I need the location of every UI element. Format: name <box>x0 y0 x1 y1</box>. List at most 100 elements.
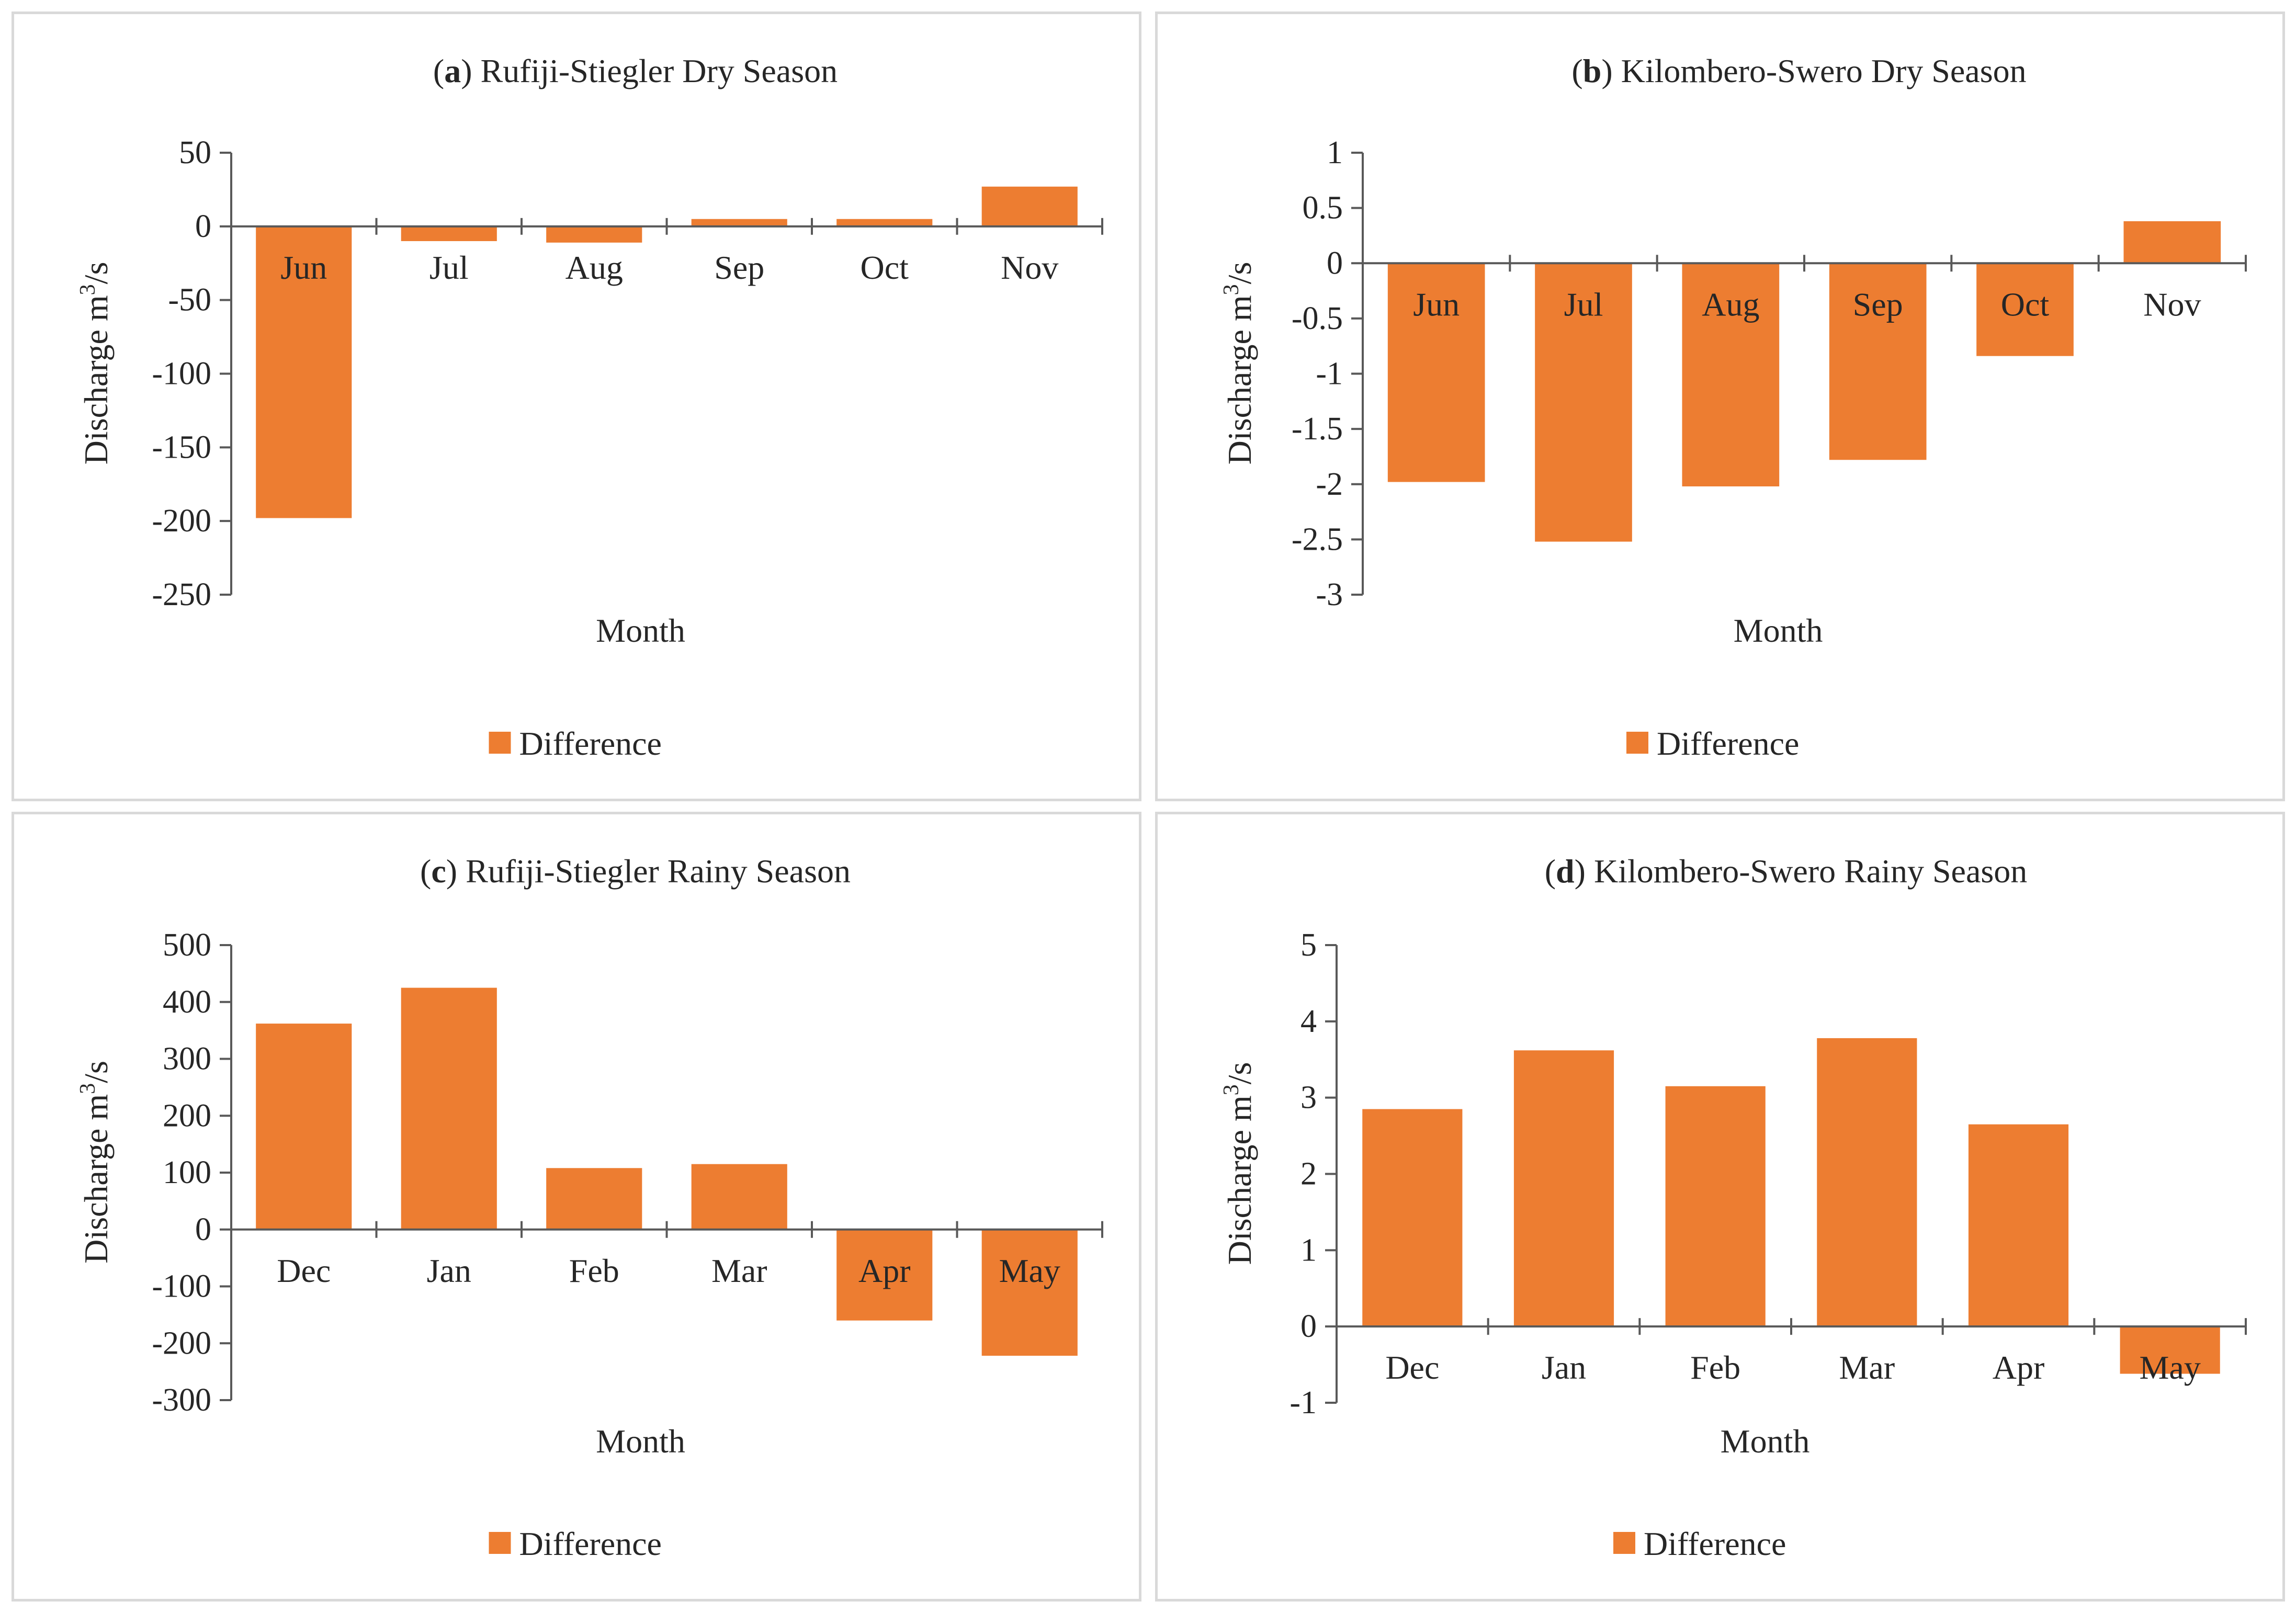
y-tick-label: 400 <box>163 984 211 1020</box>
title-paren-open: ( <box>420 853 431 890</box>
title-panel-letter: a <box>444 52 461 89</box>
x-category-label: Apr <box>858 1252 911 1289</box>
y-tick-label: -100 <box>152 356 211 392</box>
x-category-label: Apr <box>1993 1349 2045 1386</box>
y-tick-label: -0.5 <box>1292 301 1343 336</box>
y-tick-label: -1 <box>1316 356 1343 392</box>
x-category-label: Jan <box>427 1252 471 1289</box>
y-axis-title-part: /s <box>1221 262 1258 285</box>
title-paren-open: ( <box>433 52 444 89</box>
bar <box>836 1229 933 1321</box>
x-category-label: Aug <box>565 249 623 286</box>
x-category-label: Oct <box>2001 286 2050 323</box>
chart-panel-a: (a) Rufiji-Stiegler Dry Season 50 0 -50 -100… <box>12 12 1141 801</box>
y-tick-label: 1 <box>1300 1232 1317 1268</box>
x-category-label: Feb <box>569 1252 619 1289</box>
bar <box>1362 1109 1463 1327</box>
y-axis-title-superscript: 3 <box>1219 284 1243 295</box>
title-text: Kilombero-Swero Dry Season <box>1621 52 2027 89</box>
bar <box>401 226 497 241</box>
title-paren-open: ( <box>1545 853 1556 890</box>
x-category-label: Jul <box>429 249 469 286</box>
y-tick-label: 0 <box>1327 245 1343 281</box>
x-category-label: Nov <box>2143 286 2201 323</box>
chart-title: (a) Rufiji-Stiegler Dry Season <box>433 52 838 89</box>
x-category-label: Jun <box>280 249 327 286</box>
x-axis-title: Month <box>1734 612 1823 649</box>
chart-panel-b: (b) Kilombero-Swero Dry Season 1 0.5 0 -0.5 -… <box>1155 12 2285 801</box>
chart-a-svg: (a) Rufiji-Stiegler Dry Season 50 0 -50 -100… <box>76 52 1103 762</box>
bar <box>1682 263 1780 486</box>
chart-title: (c) Rufiji-Stiegler Rainy Season <box>420 853 851 890</box>
legend-swatch <box>489 1532 511 1554</box>
x-axis-title: Month <box>596 1423 685 1460</box>
y-tick-label: 300 <box>163 1041 211 1077</box>
x-category-label: Mar <box>711 1252 767 1289</box>
y-tick-label: -3 <box>1316 577 1343 612</box>
title-paren-close: ) <box>461 52 480 89</box>
x-axis-title: Month <box>596 612 685 649</box>
title-paren-open: ( <box>1571 52 1582 89</box>
bar <box>981 1229 1078 1356</box>
y-tick-label: 200 <box>163 1098 211 1133</box>
y-axis-title-part: Discharge m <box>77 1094 115 1264</box>
bar <box>691 1164 787 1230</box>
x-category-label: May <box>2140 1349 2201 1386</box>
y-tick-label: -250 <box>152 577 211 612</box>
bar <box>1665 1086 1766 1327</box>
y-axis-title-superscript: 3 <box>1219 1084 1243 1095</box>
x-category-label: Sep <box>1853 286 1903 323</box>
y-tick-label: 2 <box>1300 1156 1317 1192</box>
legend-label: Difference <box>1657 725 1799 762</box>
y-tick-label: -300 <box>152 1382 211 1418</box>
chart-b-svg: (b) Kilombero-Swero Dry Season 1 0.5 0 -0.5 -… <box>1219 52 2247 762</box>
y-axis-title-part: Discharge m <box>1221 1095 1258 1265</box>
chart-d-svg: (d) Kilombero-Swero Rainy Season 5 4 3 2 1 0 -1… <box>1219 853 2247 1562</box>
chart-panel-d: (d) Kilombero-Swero Rainy Season 5 4 3 2 1 0 -1… <box>1155 812 2285 1601</box>
y-tick-label: -100 <box>152 1269 211 1304</box>
y-axis-title-superscript: 3 <box>76 1083 100 1094</box>
x-category-label: Dec <box>277 1252 331 1289</box>
y-axis-title-part: Discharge m <box>77 295 115 464</box>
legend-swatch <box>489 732 511 754</box>
x-axis-title: Month <box>1721 1423 1810 1460</box>
bar <box>256 226 352 518</box>
bar <box>1976 263 2074 356</box>
title-text: Rufiji-Stiegler Dry Season <box>481 52 838 89</box>
bar <box>1817 1038 1917 1327</box>
y-tick-label: -200 <box>152 503 211 539</box>
bar <box>1968 1124 2069 1327</box>
bar <box>981 186 1078 226</box>
title-text: Rufiji-Stiegler Rainy Season <box>466 853 851 890</box>
y-tick-label: 0 <box>195 1212 211 1247</box>
x-category-label: Dec <box>1385 1349 1439 1386</box>
title-paren-close: ) <box>1601 52 1621 89</box>
bar <box>1829 263 1927 460</box>
y-tick-label: 4 <box>1300 1004 1317 1039</box>
y-tick-label: -50 <box>168 282 211 318</box>
y-tick-label: -1 <box>1290 1385 1317 1421</box>
legend-label: Difference <box>1644 1525 1786 1562</box>
y-tick-label: -150 <box>152 429 211 465</box>
title-panel-letter: d <box>1556 853 1575 890</box>
y-axis-title: Discharge m3/s <box>76 262 115 465</box>
y-tick-label: -2 <box>1316 467 1343 502</box>
title-panel-letter: b <box>1583 52 1602 89</box>
y-axis-title: Discharge m3/s <box>1219 262 1258 465</box>
legend-label: Difference <box>519 1525 662 1562</box>
bar <box>691 219 787 226</box>
title-paren-close: ) <box>1575 853 1594 890</box>
bar <box>2123 221 2221 264</box>
chart-panel-c: (c) Rufiji-Stiegler Rainy Season 500 400 30… <box>12 812 1141 1601</box>
y-tick-label: 0 <box>195 209 211 244</box>
x-category-label: Sep <box>714 249 764 286</box>
chart-title: (d) Kilombero-Swero Rainy Season <box>1545 853 2028 890</box>
bar <box>256 1024 352 1230</box>
y-axis-title-part: /s <box>77 262 115 285</box>
y-tick-label: -200 <box>152 1325 211 1361</box>
y-tick-label: 100 <box>163 1155 211 1190</box>
bar <box>1387 263 1485 482</box>
legend-swatch <box>1613 1532 1635 1554</box>
y-axis-title-superscript: 3 <box>76 284 100 295</box>
y-tick-label: 50 <box>179 135 211 171</box>
